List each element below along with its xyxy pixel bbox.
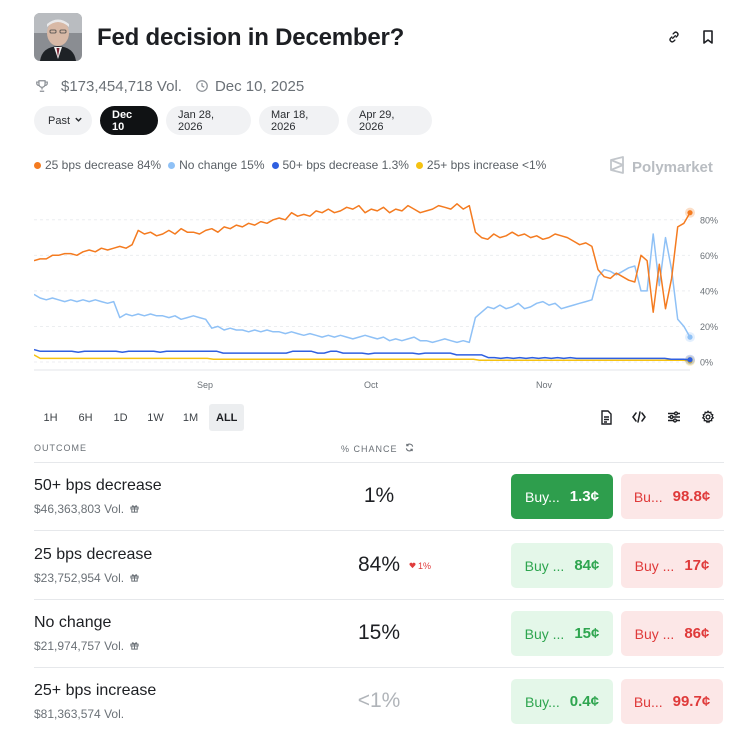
- y-tick-label: 0%: [700, 358, 713, 368]
- outcome-name: 25+ bps increase: [34, 682, 157, 699]
- market-volume: $173,454,718 Vol.: [61, 77, 182, 95]
- tab-jan-28-2026[interactable]: Jan 28, 2026: [166, 106, 251, 135]
- legend-dot: [271, 161, 279, 169]
- outcome-name: 25 bps decrease: [34, 546, 153, 563]
- gift-icon: [130, 571, 139, 585]
- range-tabs: 1H 6H 1D 1W 1M ALL: [34, 404, 245, 431]
- x-tick-label: Oct: [364, 380, 379, 390]
- range-tab-1m[interactable]: 1M: [182, 411, 199, 424]
- series-line-no-change: [34, 233, 691, 344]
- gift-icon: [130, 502, 139, 516]
- probability-chart: 80% 60% 40% 20% 0% Sep Oct Nov: [34, 203, 718, 390]
- y-tick-label: 40%: [700, 286, 718, 296]
- outcome-row-no-change[interactable]: No change $21,974,757 Vol. 15% Buy ... 1…: [34, 600, 724, 668]
- market-meta: $173,454,718 Vol. Dec 10, 2025: [34, 76, 304, 96]
- table-divider: [34, 462, 724, 463]
- legend-item: 50+ bps decrease 1.3%: [271, 158, 409, 172]
- outcome-row-25-bps-decrease[interactable]: 25 bps decrease $23,752,954 Vol. 84% 1% …: [34, 532, 724, 600]
- chart-legend: 25 bps decrease 84% No change 15% 50+ bp…: [34, 158, 553, 172]
- x-tick-label: Sep: [197, 380, 213, 390]
- range-tab-1h[interactable]: 1H: [43, 411, 58, 424]
- buy-no-button[interactable]: Buy ... 86¢: [621, 611, 723, 656]
- outcome-chance: 1%: [363, 484, 395, 507]
- range-tab-6h[interactable]: 6H: [78, 411, 93, 424]
- range-tab-1w[interactable]: 1W: [147, 411, 164, 424]
- market-end-date: Dec 10, 2025: [214, 77, 305, 95]
- polymarket-logo-icon: [609, 156, 625, 178]
- outcome-volume: $46,363,803 Vol.: [34, 502, 139, 516]
- trophy-icon: [34, 78, 50, 94]
- market-title: Fed decision in December?: [97, 24, 405, 51]
- series-endpoint: [687, 334, 693, 340]
- market-avatar: [34, 13, 82, 61]
- chevron-down-icon: [74, 115, 83, 127]
- legend-item: 25 bps decrease 84%: [34, 158, 161, 172]
- range-tab-1d[interactable]: 1D: [113, 411, 128, 424]
- outcome-chance: 15%: [357, 621, 401, 644]
- series-line-50-bps-decrease: [34, 348, 691, 361]
- tab-past[interactable]: Past: [34, 106, 92, 135]
- outcome-volume: $21,974,757 Vol.: [34, 639, 139, 653]
- outcome-name: 50+ bps decrease: [34, 477, 162, 494]
- embed-code-icon[interactable]: [630, 408, 648, 426]
- y-tick-label: 80%: [700, 215, 718, 225]
- range-tab-all[interactable]: ALL: [209, 404, 245, 431]
- legend-item: 25+ bps increase <1%: [415, 158, 546, 172]
- outcome-chance: <1%: [357, 689, 401, 712]
- outcome-row-50-bps-decrease[interactable]: 50+ bps decrease $46,363,803 Vol. 1% Buy…: [34, 463, 724, 531]
- series-endpoint: [687, 210, 693, 216]
- gear-icon[interactable]: [699, 408, 717, 426]
- series-endpoint: [687, 357, 693, 363]
- outcome-volume: $81,363,574 Vol.: [34, 707, 125, 721]
- tab-mar-18-2026[interactable]: Mar 18, 2026: [259, 106, 339, 135]
- outcome-row-25-bps-increase[interactable]: 25+ bps increase $81,363,574 Vol. <1% Bu…: [34, 668, 724, 736]
- series-line-25-bps-increase: [34, 354, 691, 362]
- buy-yes-button[interactable]: Buy... 0.4¢: [511, 679, 613, 724]
- date-tabs: Past Dec 10 Jan 28, 2026 Mar 18, 2026 Ap…: [34, 106, 432, 135]
- outcome-volume: $23,752,954 Vol.: [34, 571, 139, 585]
- outcome-chance: 84%: [357, 553, 401, 576]
- chance-change: 1%: [409, 561, 431, 571]
- document-icon[interactable]: [597, 408, 615, 426]
- link-icon[interactable]: [664, 27, 684, 47]
- outcome-column-header: OUTCOME: [34, 443, 87, 453]
- buy-no-button[interactable]: Bu... 98.8¢: [621, 474, 723, 519]
- y-tick-label: 60%: [700, 251, 718, 261]
- clock-icon: [194, 78, 210, 94]
- tab-apr-29-2026[interactable]: Apr 29, 2026: [347, 106, 432, 135]
- gift-icon: [130, 639, 139, 653]
- polymarket-watermark: Polymarket: [609, 156, 713, 178]
- buy-no-button[interactable]: Bu... 99.7¢: [621, 679, 723, 724]
- legend-dot: [415, 161, 423, 169]
- heart-down-icon: [409, 561, 416, 571]
- buy-yes-button[interactable]: Buy ... 84¢: [511, 543, 613, 588]
- legend-dot: [168, 161, 176, 169]
- outcomes-table-header: OUTCOME % CHANCE: [34, 443, 724, 463]
- bookmark-icon[interactable]: [698, 27, 718, 47]
- x-tick-label: Nov: [536, 380, 553, 390]
- series-line-25-bps-decrease: [34, 203, 691, 313]
- outcome-name: No change: [34, 614, 112, 631]
- sliders-icon[interactable]: [665, 408, 683, 426]
- market-header: Fed decision in December?: [34, 13, 724, 61]
- refresh-icon[interactable]: [405, 443, 414, 454]
- buy-yes-button[interactable]: Buy... 1.3¢: [511, 474, 613, 519]
- y-tick-label: 20%: [700, 322, 718, 332]
- buy-yes-button[interactable]: Buy ... 15¢: [511, 611, 613, 656]
- legend-item: No change 15%: [168, 158, 265, 172]
- chance-column-header: % CHANCE: [341, 443, 414, 454]
- legend-dot: [34, 161, 41, 169]
- buy-no-button[interactable]: Buy ... 17¢: [621, 543, 723, 588]
- tab-dec-10[interactable]: Dec 10: [100, 106, 158, 135]
